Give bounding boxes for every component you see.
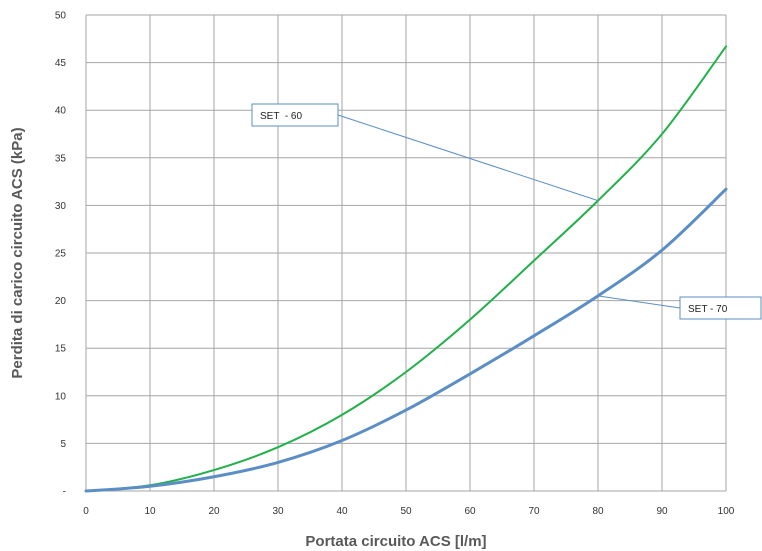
- series-line-2: [84, 187, 728, 493]
- x-tick-label: 0: [83, 506, 89, 517]
- y-tick-label: 20: [55, 296, 67, 307]
- x-tick-label: 90: [656, 506, 668, 517]
- x-tick-label: 40: [336, 506, 348, 517]
- x-tick-label: 20: [208, 506, 220, 517]
- series-lines: [84, 45, 728, 493]
- x-tick-label: 60: [464, 506, 476, 517]
- x-tick-label: 10: [144, 506, 156, 517]
- callout-box: [251, 103, 339, 127]
- callout-leader-line: [597, 295, 681, 309]
- y-tick-label: 5: [60, 439, 66, 450]
- callout-label: SET - 70: [688, 304, 728, 315]
- callouts: SET - 60 SET - 70: [251, 103, 762, 320]
- y-tick-label: -: [63, 487, 66, 498]
- y-axis-ticks: - 5 10 15 20 25 30 35 40 45 50: [55, 11, 67, 498]
- callout-label: SET - 60: [260, 111, 302, 122]
- x-axis-ticks: 0 10 20 30 40 50 60 70 80 90 100: [83, 506, 735, 517]
- y-tick-label: 50: [55, 11, 67, 22]
- y-tick-label: 15: [55, 344, 67, 355]
- grid: [85, 14, 727, 492]
- x-tick-label: 100: [718, 506, 735, 517]
- y-axis-title: Perdita di carico circuito ACS (kPa): [9, 127, 26, 378]
- x-axis-title: Portata circuito ACS [l/m]: [305, 533, 486, 550]
- y-tick-label: 10: [55, 391, 67, 402]
- y-tick-label: 35: [55, 153, 67, 164]
- callout-leader-line: [337, 114, 599, 202]
- x-tick-label: 50: [400, 506, 412, 517]
- x-tick-label: 30: [272, 506, 284, 517]
- x-tick-label: 80: [592, 506, 604, 517]
- y-tick-label: 30: [55, 201, 67, 212]
- callout-box: [679, 296, 762, 320]
- y-tick-label: 40: [55, 106, 67, 117]
- y-tick-label: 25: [55, 249, 67, 260]
- y-tick-label: 45: [55, 58, 67, 69]
- x-tick-label: 70: [528, 506, 540, 517]
- series-line-1: [85, 45, 727, 492]
